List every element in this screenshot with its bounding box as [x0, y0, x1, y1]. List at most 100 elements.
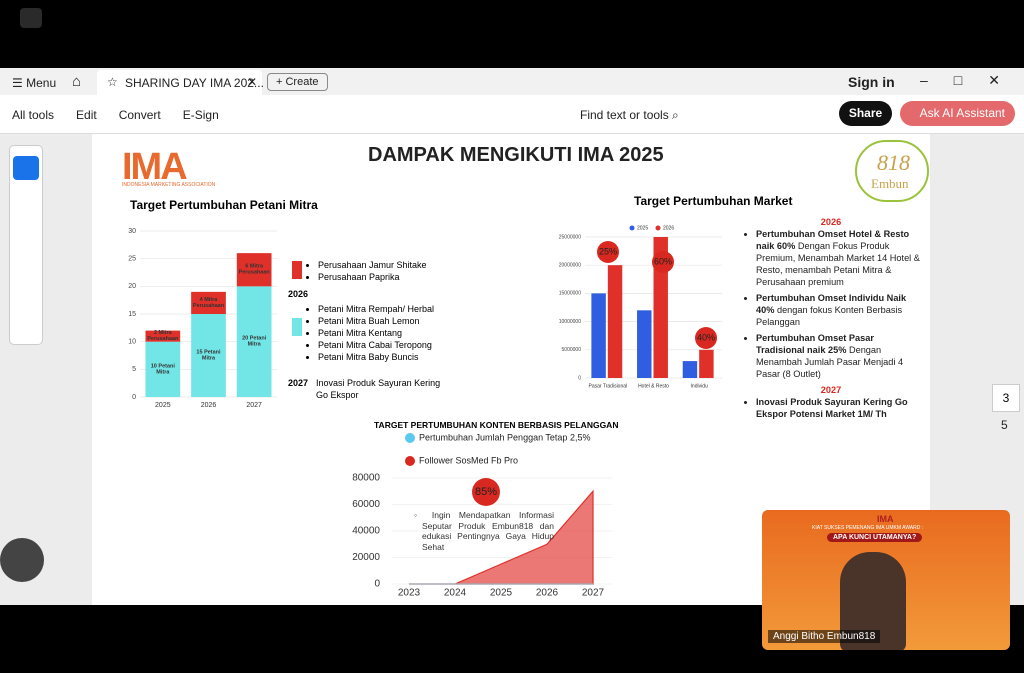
bar: [607, 265, 623, 378]
market-notes: 2026Pertumbuhan Omset Hotel & Resto naik…: [742, 216, 920, 420]
x-tick-label: Individu: [691, 383, 708, 389]
list-item: Petani Mitra Baby Buncis: [318, 351, 452, 363]
chart-title: TARGET PERTUMBUHAN KONTEN BERBASIS PELAN…: [374, 420, 619, 430]
year-label: 2027: [288, 378, 309, 388]
legend-swatch: [405, 433, 415, 443]
find-label: Find text or tools: [580, 108, 669, 122]
legend-label: Pertumbuhan Jumlah Penggan Tetap 2,5%: [419, 432, 590, 442]
toolbar-item[interactable]: Edit: [76, 108, 97, 122]
data-label: 6 Mitra Perusahaan: [239, 264, 271, 276]
bar: [145, 330, 181, 342]
mic-icon[interactable]: [20, 8, 42, 28]
video-tile[interactable]: IMA KIAT SUKSES PEMENANG IMA UMKM AWARD …: [762, 510, 1010, 650]
note-text: Dengan Fokus Produk Premium, Menambah Ma…: [756, 241, 920, 287]
select-tool[interactable]: [13, 156, 39, 180]
note: ◦ Ingin Mendapatkan Informasi Seputar Pr…: [414, 510, 554, 552]
bar: [699, 349, 714, 378]
badge: [597, 241, 619, 263]
chart-title: Target Pertumbuhan Petani Mitra: [130, 198, 318, 212]
x-tick-label: Pasar Tradisional: [589, 383, 628, 389]
legend-swatch: [292, 261, 302, 279]
ima-logo: IMA: [122, 146, 188, 188]
year-label: 2026: [820, 217, 842, 227]
embun-logo: 818 Embun: [855, 140, 929, 202]
embun-name: Embun: [871, 176, 909, 191]
list-item: Petani Mitra Kentang: [318, 327, 452, 339]
home-icon[interactable]: ⌂: [72, 73, 82, 90]
tab[interactable]: ☆ SHARING DAY IMA 202... ✕: [97, 70, 264, 95]
year-label: 2027: [820, 385, 842, 395]
y-tick-label: 25000000: [559, 234, 581, 240]
y-tick-label: 25: [128, 256, 136, 263]
video-banner: APA KUNCI UTAMANYA?: [827, 533, 923, 542]
ima-tagline: INDONESIA MARKETING ASSOCIATION: [122, 182, 216, 188]
toolbar-item[interactable]: All tools: [12, 108, 55, 122]
list-item: Petani Mitra Cabai Teropong: [318, 339, 452, 351]
x-tick-label: 2025: [490, 588, 513, 599]
y-tick-label: 5: [132, 366, 136, 373]
bar: [236, 286, 272, 397]
note-text: ◦ Ingin Mendapatkan Informasi Seputar Pr…: [414, 510, 554, 552]
window-controls[interactable]: –□✕: [920, 72, 1024, 88]
menu-label: Menu: [26, 76, 57, 90]
y-tick-label: 0: [132, 394, 136, 401]
page-count: 5: [1001, 418, 1008, 432]
y-tick-label: 0: [374, 579, 380, 590]
note-text: Dengan Menambah Jumlah Pasar Menjadi 4 P…: [756, 345, 904, 379]
list-item: Pertumbuhan Omset Hotel & Resto naik 60%…: [756, 228, 920, 288]
bar: [236, 253, 272, 287]
bar: [682, 361, 698, 378]
list-item: Petani Mitra Buah Lemon: [318, 315, 452, 327]
year-label: 2026: [288, 289, 309, 299]
badge: [472, 478, 500, 506]
page-number[interactable]: 3: [992, 384, 1020, 412]
y-tick-label: 60000: [352, 499, 380, 510]
y-tick-label: 10: [128, 339, 136, 346]
note-text: dengan fokus Konten Berbasis Pelanggan: [756, 305, 903, 327]
y-tick-label: 30: [128, 228, 136, 235]
find-box[interactable]: Find text or tools ⌕: [580, 108, 679, 122]
y-tick-label: 20: [128, 283, 136, 290]
list-item: Petani Mitra Rempah/ Herbal: [318, 303, 452, 315]
video-caption: Anggi Bitho Embun818: [768, 630, 881, 643]
list: Pertumbuhan Omset Hotel & Resto naik 60%…: [742, 228, 920, 380]
create-button[interactable]: + Create: [267, 73, 328, 91]
legend-swatch: [292, 318, 302, 336]
video-banner: KIAT SUKSES PEMENANG IMA UMKM AWARD :: [812, 525, 924, 531]
list-item: Inovasi Produk Sayuran Kering Go Ekspor …: [756, 396, 920, 420]
badge-label: 25%: [599, 246, 617, 256]
tab-title: SHARING DAY IMA 202...: [125, 76, 264, 90]
sign-in[interactable]: Sign in: [848, 74, 895, 90]
badge-label: 85%: [475, 486, 497, 498]
x-tick-label: 2025: [155, 402, 171, 409]
bar: [591, 293, 606, 378]
create-label: Create: [285, 76, 319, 88]
tool-panel: [9, 145, 43, 345]
video-brand: IMA: [877, 514, 894, 524]
y-tick-label: 10000000: [559, 319, 581, 325]
toolbar-items: All tools Edit Convert E-Sign: [12, 108, 219, 122]
share-button[interactable]: Share: [839, 101, 892, 126]
slide-title: DAMPAK MENGIKUTI IMA 2025: [368, 144, 664, 166]
y-tick-label: 20000: [352, 552, 380, 563]
edit-fab[interactable]: [0, 538, 44, 582]
x-tick-label: 2027: [582, 588, 605, 599]
list-item: Pertumbuhan Omset Pasar Tradisional naik…: [756, 332, 920, 380]
list: Inovasi Produk Sayuran Kering Go Ekspor …: [742, 396, 920, 420]
list-item: Pertumbuhan Omset Individu Naik 40% deng…: [756, 292, 920, 328]
badge: [695, 327, 717, 349]
legend-label: 2026: [663, 225, 674, 231]
legend-swatch: [629, 225, 635, 231]
toolbar-item[interactable]: E-Sign: [182, 108, 219, 122]
x-tick-label: 2026: [201, 402, 217, 409]
bar: [191, 291, 226, 314]
legend-label: Follower SosMed Fb Pro: [419, 455, 518, 465]
toolbar-item[interactable]: Convert: [118, 108, 161, 122]
menu-button[interactable]: ☰ Menu: [12, 76, 57, 90]
x-tick-label: 2026: [536, 588, 559, 599]
chart-title: Target Pertumbuhan Market: [634, 194, 793, 208]
ai-button[interactable]: Ask AI Assistant: [900, 101, 1015, 126]
y-tick-label: 15: [128, 311, 136, 318]
